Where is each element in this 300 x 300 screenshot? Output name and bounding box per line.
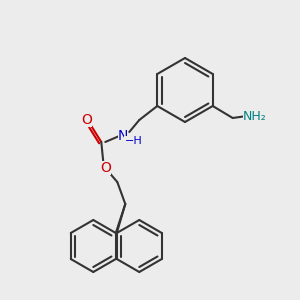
Text: O: O: [100, 161, 111, 175]
Text: N: N: [118, 129, 128, 143]
Text: O: O: [81, 113, 92, 127]
Text: −H: −H: [124, 136, 142, 146]
Text: NH₂: NH₂: [243, 110, 267, 122]
